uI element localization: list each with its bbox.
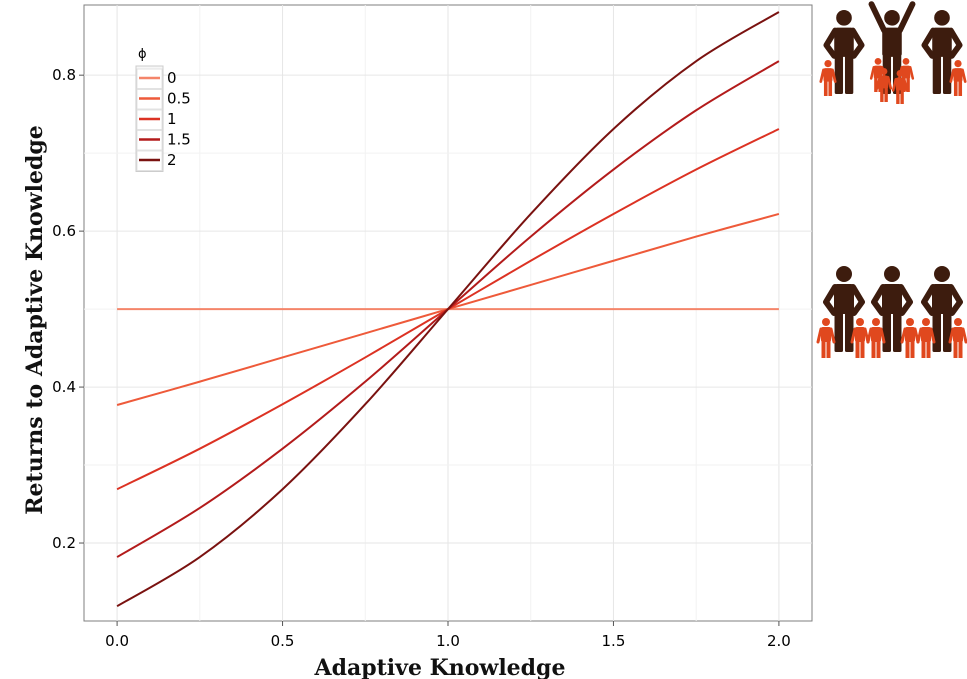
x-tick-label: 1.5 (602, 632, 626, 650)
y-tick-label: 0.2 (52, 534, 76, 552)
legend-title: ϕ (138, 47, 147, 62)
x-tick-label: 0.0 (105, 632, 129, 650)
child-figure-icon (866, 318, 886, 358)
family-group-bottom (816, 266, 967, 358)
y-tick-label: 0.4 (52, 378, 76, 396)
legend-label-phi-1: 1 (167, 110, 177, 128)
series-line-phi-2 (116, 11, 780, 608)
child-figure-icon (916, 318, 936, 358)
y-axis-ticks: 0.2 0.4 0.6 0.8 (52, 66, 84, 552)
adult-figure-icon (921, 10, 963, 94)
legend: ϕ 0 0.5 1 1.5 2 (135, 47, 191, 172)
y-tick-label: 0.6 (52, 222, 76, 240)
child-figure-icon (819, 60, 837, 96)
legend-label-phi-2: 2 (167, 151, 177, 169)
child-figure-icon (850, 318, 870, 358)
adult-figure-icon (823, 10, 865, 94)
series-layer (116, 11, 780, 608)
adult-figure-icon (921, 266, 963, 352)
x-tick-label: 0.5 (271, 632, 295, 650)
adult-figure-icon (871, 266, 913, 352)
x-tick-label: 2.0 (767, 632, 791, 650)
child-figure-icon (891, 70, 909, 104)
x-tick-label: 1.0 (436, 632, 460, 650)
family-group-top (819, 1, 967, 104)
adult-figure-arms-raised-icon (868, 1, 916, 94)
child-figure-icon (948, 318, 967, 358)
child-figure-icon (900, 318, 920, 358)
child-figure-icon (816, 318, 836, 358)
legend-label-phi-0: 0 (167, 69, 177, 87)
legend-label-phi-0.5: 0.5 (167, 90, 191, 108)
child-figure-icon (875, 68, 893, 102)
legend-label-phi-1.5: 1.5 (167, 131, 191, 149)
y-axis-title: Returns to Adaptive Knowledge (22, 125, 48, 514)
child-figure-icon (949, 60, 967, 96)
adult-figure-icon (823, 266, 865, 352)
x-axis-title: Adaptive Knowledge (314, 655, 566, 679)
x-axis-ticks: 0.0 0.5 1.0 1.5 2.0 (105, 621, 791, 650)
y-tick-label: 0.8 (52, 66, 76, 84)
